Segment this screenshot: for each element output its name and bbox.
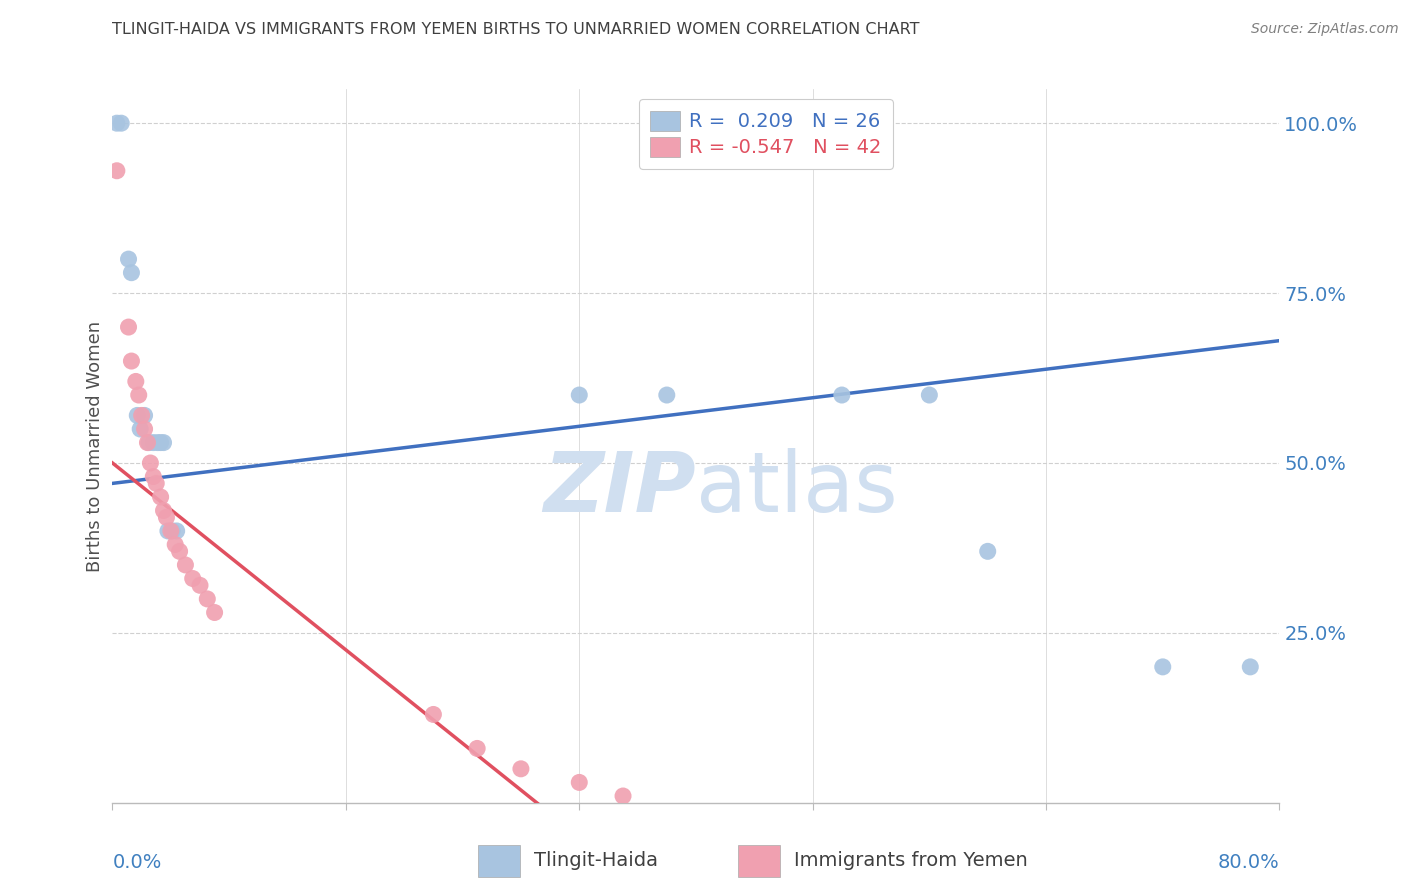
Point	[145, 476, 167, 491]
Text: ZIP: ZIP	[543, 449, 696, 529]
Point	[162, 524, 184, 538]
Point	[120, 266, 142, 280]
Point	[160, 524, 183, 538]
Point	[165, 537, 187, 551]
Text: Source: ZipAtlas.com: Source: ZipAtlas.com	[1251, 22, 1399, 37]
Point	[465, 741, 488, 756]
Point	[138, 435, 160, 450]
Point	[568, 775, 591, 789]
Text: Tlingit-Haida: Tlingit-Haida	[534, 851, 658, 871]
Point	[422, 707, 444, 722]
Point	[142, 469, 165, 483]
Point	[152, 503, 174, 517]
Point	[174, 558, 197, 572]
Point	[169, 544, 191, 558]
Point	[110, 116, 132, 130]
Point	[831, 388, 853, 402]
Point	[918, 388, 941, 402]
Point	[195, 591, 218, 606]
Point	[976, 544, 998, 558]
Point	[149, 435, 172, 450]
Point	[568, 388, 591, 402]
Point	[152, 435, 174, 450]
Point	[134, 409, 156, 423]
Bar	[738, 845, 780, 877]
Point	[105, 116, 128, 130]
Y-axis label: Births to Unmarried Women: Births to Unmarried Women	[86, 320, 104, 572]
Point	[146, 435, 169, 450]
Point	[166, 524, 188, 538]
Point	[120, 354, 142, 368]
Point	[125, 375, 148, 389]
Legend: R =  0.209   N = 26, R = -0.547   N = 42: R = 0.209 N = 26, R = -0.547 N = 42	[638, 99, 893, 169]
Point	[136, 435, 159, 450]
Point	[204, 606, 226, 620]
Bar	[478, 845, 520, 877]
Point	[127, 409, 149, 423]
Text: 0.0%: 0.0%	[112, 853, 162, 871]
Point	[131, 409, 153, 423]
Point	[181, 572, 204, 586]
Point	[105, 163, 128, 178]
Point	[129, 422, 152, 436]
Text: TLINGIT-HAIDA VS IMMIGRANTS FROM YEMEN BIRTHS TO UNMARRIED WOMEN CORRELATION CHA: TLINGIT-HAIDA VS IMMIGRANTS FROM YEMEN B…	[112, 22, 920, 37]
Text: atlas: atlas	[696, 449, 897, 529]
Point	[1239, 660, 1261, 674]
Point	[612, 789, 634, 803]
Point	[128, 388, 150, 402]
Point	[655, 388, 678, 402]
Text: 80.0%: 80.0%	[1218, 853, 1279, 871]
Point	[509, 762, 531, 776]
Point	[117, 252, 139, 266]
Point	[134, 422, 156, 436]
Point	[139, 456, 162, 470]
Point	[188, 578, 211, 592]
Point	[155, 510, 177, 524]
Point	[1152, 660, 1174, 674]
Point	[117, 320, 139, 334]
Point	[149, 490, 172, 504]
Text: Immigrants from Yemen: Immigrants from Yemen	[794, 851, 1028, 871]
Point	[156, 524, 179, 538]
Point	[142, 435, 165, 450]
